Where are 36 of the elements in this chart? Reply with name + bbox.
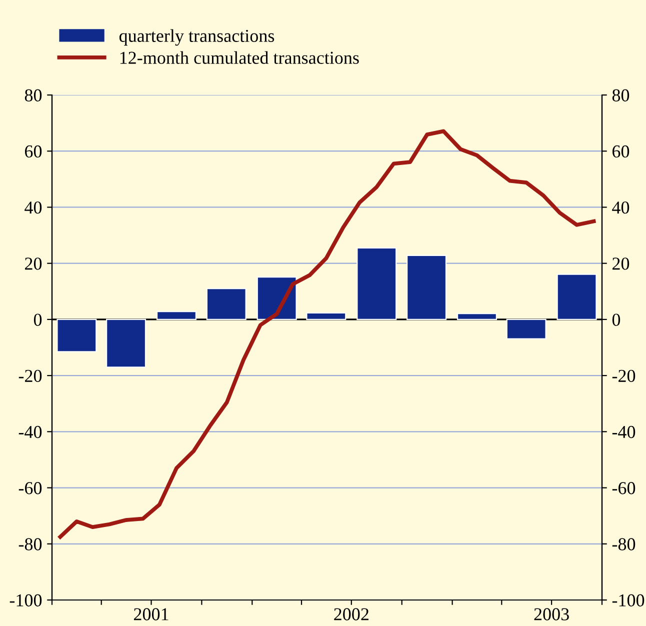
y-tick-label: -60 bbox=[18, 482, 42, 494]
y-tick-label: -40 bbox=[18, 426, 42, 438]
bar bbox=[106, 318, 146, 368]
y2-tick-label: -40 bbox=[612, 426, 636, 438]
bar bbox=[406, 254, 447, 320]
y2-tick-label: 60 bbox=[612, 145, 630, 158]
bar bbox=[306, 312, 346, 320]
bar bbox=[506, 318, 546, 340]
legend-label: 12-month cumulated transactions bbox=[120, 51, 359, 64]
y2-tick-label: -60 bbox=[612, 482, 636, 494]
x-tick-label: 2001 bbox=[134, 608, 168, 620]
y-tick-label: -80 bbox=[18, 538, 42, 550]
y2-tick-label: 40 bbox=[612, 201, 630, 214]
y2-tick-label: -20 bbox=[612, 370, 636, 382]
bar bbox=[456, 313, 497, 320]
x-tick-label: 2002 bbox=[334, 608, 368, 620]
bar bbox=[206, 288, 246, 320]
y2-tick-label: 0 bbox=[612, 314, 620, 326]
y2-tick-label: 20 bbox=[612, 258, 630, 270]
y2-tick-label: 80 bbox=[612, 89, 630, 102]
line-series bbox=[58, 129, 596, 539]
y-tick-label: -100 bbox=[10, 594, 42, 606]
bar bbox=[556, 274, 597, 320]
y-tick-label: 80 bbox=[24, 89, 42, 102]
bar bbox=[56, 318, 97, 352]
legend-label: quarterly transactions bbox=[119, 29, 274, 46]
x-tick-label: 2003 bbox=[534, 608, 569, 620]
y-tick-label: 0 bbox=[34, 314, 42, 326]
y-tick-label: -20 bbox=[18, 370, 42, 382]
y-tick-label: 60 bbox=[25, 145, 42, 158]
y-tick-label: 40 bbox=[24, 201, 42, 214]
y-tick-label: 20 bbox=[25, 258, 42, 270]
bar bbox=[156, 311, 196, 320]
y2-tick-label: -80 bbox=[612, 538, 636, 550]
y2-tick-label: -100 bbox=[612, 594, 644, 606]
bar bbox=[356, 247, 397, 320]
